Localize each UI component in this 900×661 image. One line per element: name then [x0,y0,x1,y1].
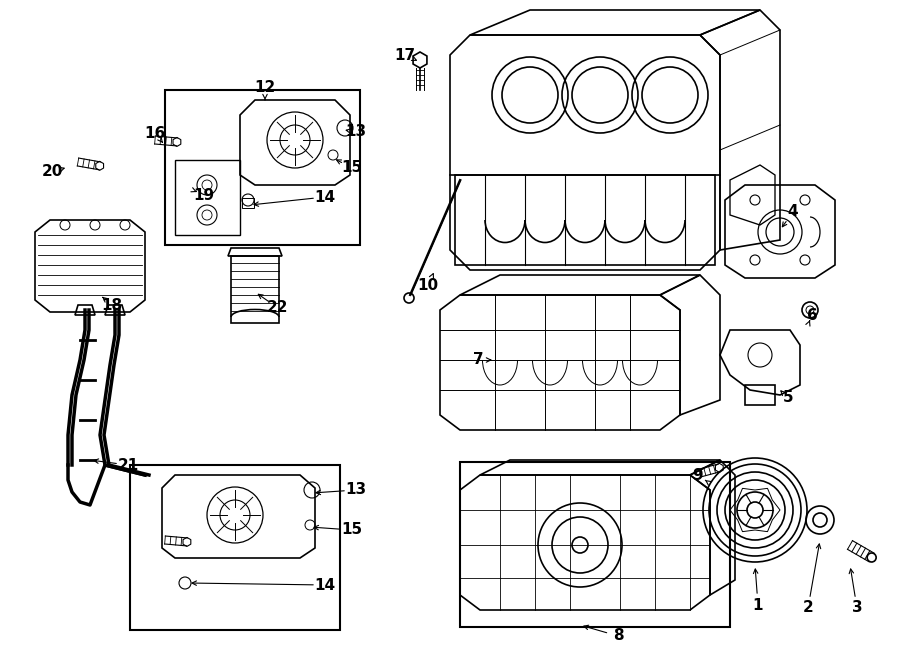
Text: 14: 14 [314,578,336,592]
Bar [175,160,240,235]
Text: 9: 9 [693,467,703,483]
Text: 20: 20 [41,165,63,180]
Text: 13: 13 [346,483,366,498]
Bar [130,465,340,630]
Text: 12: 12 [255,81,275,95]
Bar [242,198,254,208]
Bar [231,256,279,323]
Text: 15: 15 [341,522,363,537]
Text: 5: 5 [783,391,793,405]
Text: 1: 1 [752,598,763,613]
Text: 17: 17 [394,48,416,63]
Text: 16: 16 [144,126,166,141]
Text: 10: 10 [418,278,438,293]
Text: 19: 19 [194,188,214,202]
Text: 21: 21 [117,457,139,473]
Text: 15: 15 [341,161,363,176]
Text: 14: 14 [314,190,336,204]
Text: 4: 4 [788,204,798,219]
Text: 6: 6 [806,307,817,323]
Bar [165,90,360,245]
Text: 2: 2 [803,600,814,615]
Bar [460,462,730,627]
Text: 8: 8 [613,629,624,644]
Text: 7: 7 [472,352,483,368]
Text: 18: 18 [102,297,122,313]
Text: 3: 3 [851,600,862,615]
Text: 13: 13 [346,124,366,139]
Text: 22: 22 [267,301,289,315]
